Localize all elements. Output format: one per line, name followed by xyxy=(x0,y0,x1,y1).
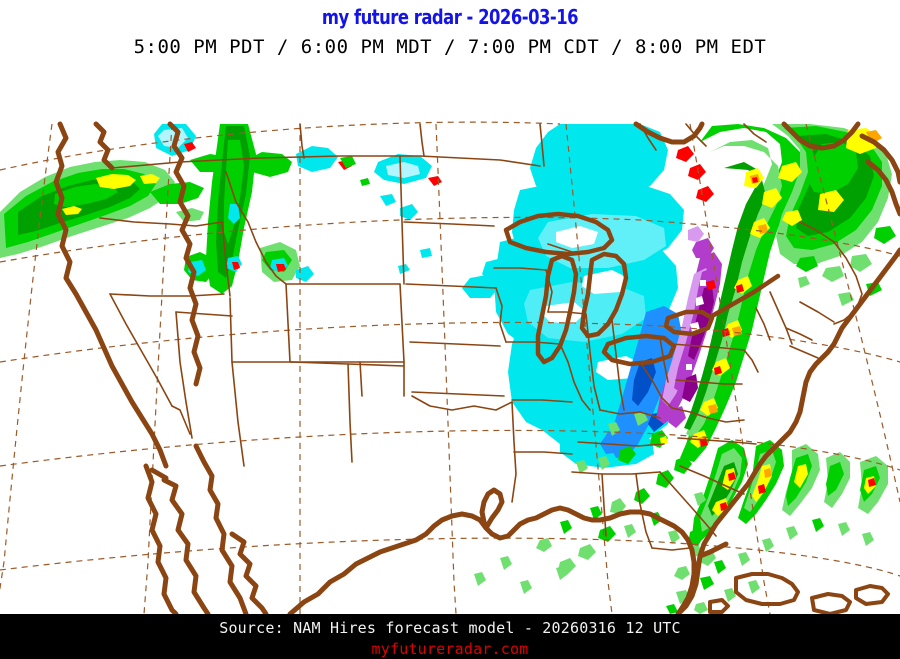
timezone-bar: 5:00 PM PDT / 6:00 PM MDT / 7:00 PM CDT … xyxy=(133,36,767,58)
radar-wintry-mix-band xyxy=(656,226,722,428)
source-text: Source: NAM Hires forecast model - 20260… xyxy=(219,619,681,637)
radar-northern-rockies xyxy=(154,124,314,294)
radar-florida-showers xyxy=(666,528,716,614)
parallel-35n xyxy=(0,429,900,471)
parallel-50n xyxy=(0,121,561,171)
map-canvas[interactable] xyxy=(0,62,900,614)
coastline-mexico-west xyxy=(193,443,269,614)
meridian-65w xyxy=(805,123,900,503)
radar-southeast-rain xyxy=(558,440,888,604)
coastline-baja xyxy=(143,463,211,614)
map-background xyxy=(0,62,900,614)
parallel-45n xyxy=(0,216,900,263)
page-title: my future radar - 2026-03-16 xyxy=(321,5,579,29)
radar-echo-layer xyxy=(0,124,896,614)
parallel-30n xyxy=(0,537,900,577)
meridian-125w xyxy=(0,123,53,592)
coastline-caribbean xyxy=(708,572,890,614)
website-link[interactable]: myfutureradar.com xyxy=(371,640,529,658)
meridian-115w xyxy=(143,123,173,614)
geography-layer xyxy=(53,121,900,614)
meridian-75w xyxy=(689,123,771,614)
meridian-85w xyxy=(565,123,613,614)
coastline-gulf xyxy=(287,487,697,614)
state-borders xyxy=(99,123,863,551)
header: my future radar - 2026-03-16 5:00 PM PDT… xyxy=(0,0,900,62)
radar-upper-midwest-snow xyxy=(340,154,442,274)
coastline-canada xyxy=(633,121,900,217)
graticule-layer xyxy=(0,121,900,614)
radar-map[interactable] xyxy=(0,62,900,614)
meridian-95w xyxy=(435,123,457,614)
great-lakes xyxy=(503,211,781,367)
footer: Source: NAM Hires forecast model - 20260… xyxy=(0,614,900,659)
radar-northeast-rain xyxy=(772,124,896,306)
radar-pacific-northwest xyxy=(0,146,352,258)
radar-gulf-showers xyxy=(474,506,602,594)
radar-plains-cells xyxy=(576,412,668,474)
coastline-atlantic xyxy=(675,247,900,614)
coastline-west xyxy=(53,121,203,469)
parallel-40n xyxy=(0,321,900,363)
